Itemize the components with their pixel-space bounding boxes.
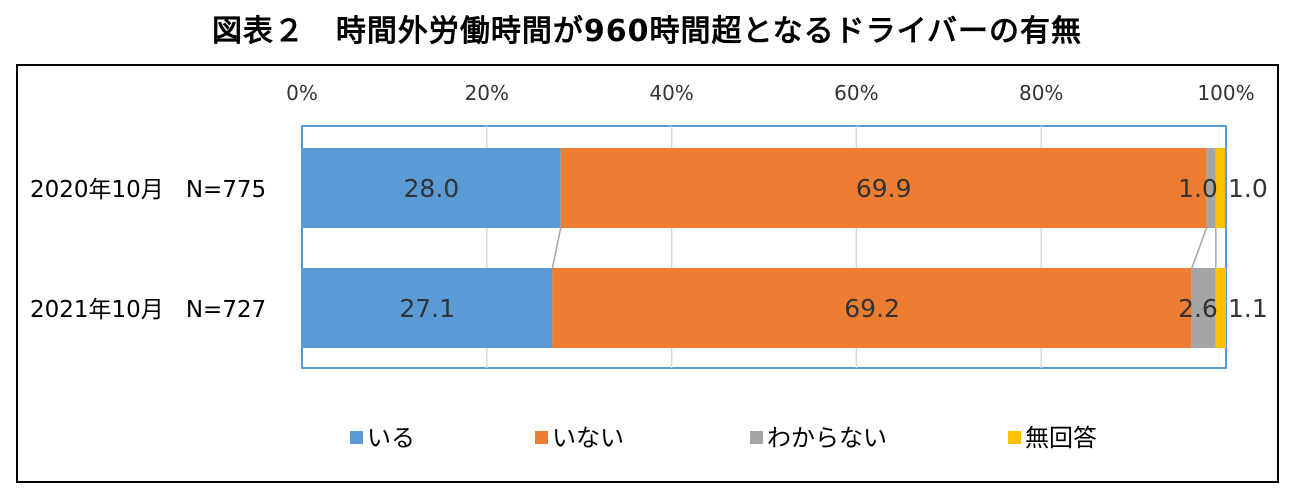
chart-title: 図表２ 時間外労働時間が960時間超となるドライバーの有無 <box>211 14 1083 49</box>
legend: いる いない わからない 無回答 <box>350 424 1097 452</box>
legend-label: わからない <box>767 424 887 452</box>
bar-segment <box>302 148 561 228</box>
category-label: 2021年10月 N=727 <box>30 297 266 323</box>
data-label: 28.0 <box>404 174 460 203</box>
x-tick-label: 60% <box>834 81 878 105</box>
category-period: 2021年10月 <box>30 297 164 323</box>
bar-segment <box>560 148 1207 228</box>
data-label: 1.1 <box>1228 294 1268 323</box>
bar-segment <box>302 268 553 348</box>
x-tick-label: 0% <box>286 81 318 105</box>
legend-label: 無回答 <box>1025 424 1097 452</box>
x-tick-label: 100% <box>1197 81 1254 105</box>
bar-segment <box>1215 268 1226 348</box>
bars <box>302 148 1226 348</box>
category-n: N=727 <box>186 297 266 323</box>
x-axis: 0% 20% 40% 60% 80% 100% <box>286 81 1254 105</box>
bar-segment <box>1206 148 1216 228</box>
data-labels: 28.0 69.9 1.0 1.0 27.1 69.2 2.6 1.1 <box>399 174 1267 323</box>
series-connector <box>551 227 562 269</box>
series-connectors <box>551 227 1217 269</box>
category-period: 2020年10月 <box>30 177 164 203</box>
bar-segment <box>1215 148 1226 228</box>
data-label: 69.9 <box>856 174 912 203</box>
bar-segment <box>1191 268 1216 348</box>
legend-swatch <box>750 431 763 444</box>
data-label: 2.6 <box>1178 294 1218 323</box>
series-connector <box>1191 227 1208 269</box>
legend-swatch <box>350 431 363 444</box>
legend-swatch <box>1008 431 1021 444</box>
category-n: N=775 <box>186 177 266 203</box>
x-tick-label: 20% <box>465 81 509 105</box>
category-label: 2020年10月 N=775 <box>30 177 266 203</box>
legend-label: いる <box>367 424 415 452</box>
x-tick-label: 80% <box>1019 81 1063 105</box>
bar-segment <box>552 268 1192 348</box>
data-label: 27.1 <box>399 294 455 323</box>
x-tick-label: 40% <box>649 81 693 105</box>
data-label: 69.2 <box>844 294 900 323</box>
category-labels: 2020年10月 N=775 2021年10月 N=727 <box>30 177 266 323</box>
plot-area-border <box>301 125 1227 369</box>
legend-swatch <box>535 431 548 444</box>
chart-frame <box>16 64 1279 483</box>
legend-label: いない <box>552 424 624 452</box>
data-label: 1.0 <box>1228 174 1268 203</box>
data-label: 1.0 <box>1178 174 1218 203</box>
